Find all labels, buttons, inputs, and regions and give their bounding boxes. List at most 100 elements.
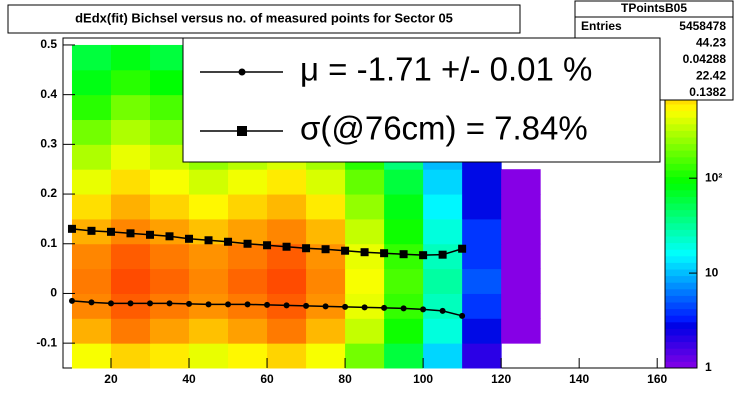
- heatmap-cell: [423, 218, 463, 245]
- x-tick-label: 80: [338, 372, 352, 386]
- profile-marker: [400, 305, 407, 312]
- heatmap-cell: [345, 194, 385, 220]
- profile-marker: [459, 312, 466, 319]
- heatmap-cell: [462, 243, 502, 270]
- heatmap-cell: [71, 94, 112, 121]
- palette-step: [665, 315, 697, 323]
- palette-step: [665, 335, 697, 343]
- legend-marker: [238, 68, 246, 76]
- heatmap-cell: [501, 243, 541, 270]
- z-tick-label: 10²: [705, 170, 722, 184]
- profile-marker: [322, 303, 329, 310]
- heatmap-cell: [110, 318, 151, 344]
- legend-label: σ(@76cm) = 7.84%: [300, 110, 588, 147]
- heatmap-cell: [228, 194, 268, 220]
- palette-step: [665, 110, 697, 118]
- palette-step: [665, 308, 697, 316]
- heatmap-cell: [189, 194, 229, 220]
- heatmap-cell: [71, 343, 112, 369]
- heatmap-cell: [306, 318, 346, 344]
- palette-step: [665, 269, 697, 277]
- stats-value: 0.04288: [683, 52, 727, 66]
- palette-step: [665, 203, 697, 211]
- heatmap-cell: [71, 293, 112, 319]
- heatmap-cell: [150, 169, 190, 195]
- y-tick-label: 0.5: [40, 37, 57, 51]
- x-tick-label: 60: [260, 372, 274, 386]
- heatmap-cell: [501, 268, 541, 294]
- profile-marker: [439, 307, 446, 314]
- heatmap-cell: [501, 218, 541, 245]
- palette-step: [665, 229, 697, 237]
- profile-marker: [205, 301, 212, 308]
- heatmap-cell: [150, 194, 190, 220]
- palette-step: [665, 222, 697, 230]
- heatmap-cell: [110, 44, 151, 71]
- profile-marker: [420, 306, 427, 313]
- profile-marker: [127, 300, 134, 307]
- heatmap-cell: [345, 343, 385, 369]
- palette-step: [665, 183, 697, 191]
- heatmap-cell: [228, 343, 268, 369]
- heatmap-cell: [306, 268, 346, 294]
- heatmap-cell: [384, 194, 424, 220]
- palette-step: [665, 288, 697, 296]
- heatmap-cell: [110, 268, 151, 294]
- y-tick-label: 0.1: [40, 236, 57, 250]
- heatmap-cell: [462, 169, 502, 195]
- palette-step: [665, 163, 697, 171]
- palette-step: [665, 189, 697, 197]
- heatmap-cell: [384, 218, 424, 245]
- stats-label: Entries: [581, 19, 622, 33]
- palette-step: [665, 348, 697, 356]
- profile-marker: [68, 297, 75, 304]
- profile-marker: [282, 242, 291, 251]
- heatmap-cell: [384, 343, 424, 369]
- heatmap-cell: [189, 243, 229, 270]
- palette-step: [665, 97, 697, 105]
- palette-step: [665, 104, 697, 112]
- palette-step: [665, 275, 697, 283]
- heatmap-cell: [71, 169, 112, 195]
- profile-marker: [88, 299, 95, 306]
- heatmap-cell: [150, 218, 190, 245]
- profile-marker: [321, 245, 330, 254]
- heatmap-cell: [423, 169, 463, 195]
- y-tick-label: 0.3: [40, 137, 57, 151]
- profile-marker: [263, 241, 272, 250]
- heatmap-cell: [306, 218, 346, 245]
- palette-step: [665, 156, 697, 164]
- heatmap-cell: [345, 169, 385, 195]
- heatmap-cell: [501, 169, 541, 195]
- heatmap-cell: [345, 243, 385, 270]
- legend-label: μ = -1.71 +/- 0.01 %: [300, 51, 592, 88]
- stats-value: 0.1382: [689, 85, 726, 99]
- heatmap-cell: [423, 268, 463, 294]
- palette-step: [665, 242, 697, 250]
- heatmap-cell: [306, 194, 346, 220]
- chart-title: dEdx(fit) Bichsel versus no. of measured…: [75, 10, 453, 25]
- profile-marker: [264, 301, 271, 308]
- y-tick-label: 0: [50, 286, 57, 300]
- heatmap-cell: [345, 218, 385, 245]
- palette-step: [665, 341, 697, 349]
- heatmap-cell: [110, 69, 151, 96]
- profile-marker: [107, 300, 114, 307]
- profile-marker: [283, 302, 290, 309]
- profile-marker: [146, 230, 155, 239]
- heatmap-cell: [267, 218, 307, 245]
- profile-marker: [147, 300, 154, 307]
- palette-step: [665, 150, 697, 158]
- heatmap-cell: [110, 119, 151, 145]
- y-tick-label: 0.4: [40, 87, 57, 101]
- heatmap-cell: [228, 169, 268, 195]
- profile-marker: [87, 226, 96, 235]
- heatmap-cell: [384, 169, 424, 195]
- palette-step: [665, 196, 697, 204]
- heatmap-cell: [462, 343, 502, 369]
- palette-step: [665, 170, 697, 178]
- heatmap-cell: [345, 318, 385, 344]
- profile-marker: [166, 300, 173, 307]
- palette-step: [665, 117, 697, 125]
- heatmap-cell: [71, 44, 112, 71]
